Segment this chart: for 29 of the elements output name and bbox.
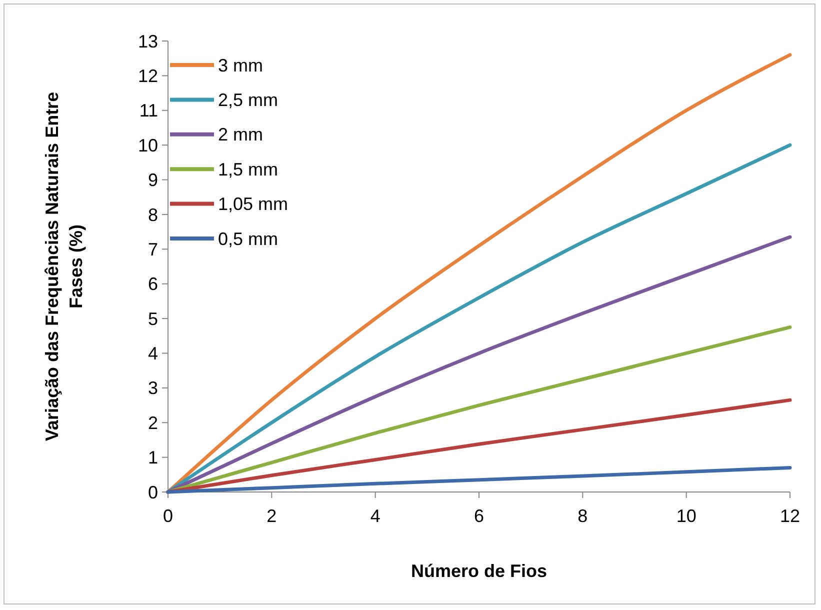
y-tick-label: 11: [139, 100, 158, 121]
y-tick-label: 2: [148, 412, 158, 433]
y-tick-label: 9: [148, 170, 158, 190]
x-tick-label: 4: [370, 506, 380, 526]
x-tick-label: 6: [474, 506, 484, 526]
y-tick-label: 6: [148, 274, 158, 294]
y-tick-label: 12: [138, 66, 158, 86]
legend-label: 1,05 mm: [218, 194, 288, 214]
x-axis-title: Número de Fios: [410, 561, 548, 581]
x-tick-label: 12: [780, 506, 800, 526]
legend-label: 3 mm: [218, 55, 263, 76]
legend-label: 0,5 mm: [218, 228, 278, 249]
y-tick-label: 0: [148, 482, 158, 502]
y-tick-label: 1: [148, 448, 158, 468]
x-tick-label: 10: [676, 506, 696, 526]
legend-label: 2 mm: [218, 124, 263, 145]
legend-label: 1,5 mm: [218, 159, 278, 180]
y-tick-label: 7: [148, 239, 158, 260]
x-tick-label: 8: [578, 506, 588, 526]
y-tick-label: 4: [148, 344, 158, 364]
y-tick-label: 13: [138, 31, 158, 52]
y-tick-label: 3: [148, 378, 158, 398]
x-tick-label: 2: [266, 506, 277, 526]
y-tick-label: 10: [138, 135, 158, 156]
legend-label: 2,5 mm: [218, 90, 278, 110]
y-tick-label: 8: [148, 204, 158, 225]
y-tick-label: 5: [148, 308, 158, 329]
x-tick-label: 0: [162, 506, 174, 526]
y-axis-title: Variação das Frequências Naturais Entre Fases (%): [42, 92, 86, 442]
